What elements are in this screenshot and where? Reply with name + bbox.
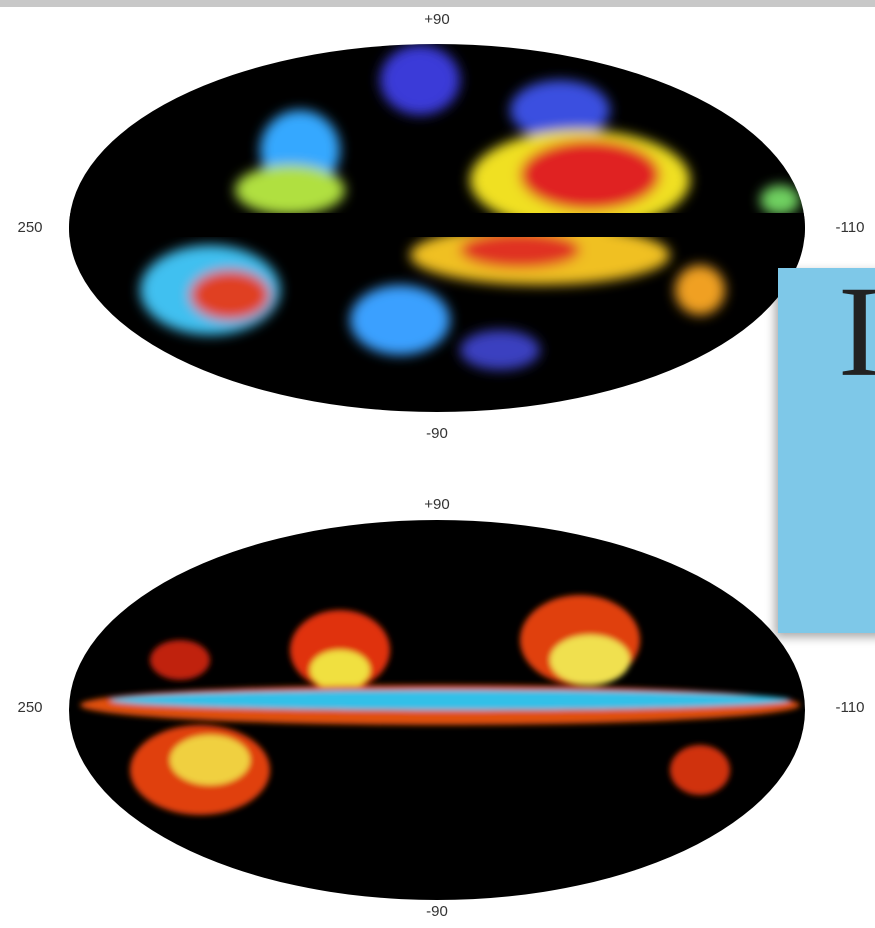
lat-label: +90 — [424, 496, 449, 513]
overlay-box: I — [778, 260, 875, 633]
lon-label: 250 — [17, 219, 42, 236]
lon-label: -110 — [836, 219, 865, 236]
sky-map: +90 250 -110 -90 — [17, 11, 864, 442]
lon-label: 250 — [17, 699, 42, 716]
top-bar — [0, 0, 875, 7]
lat-label: -90 — [426, 903, 448, 920]
slide: +90 250 -110 -90 +90 250 -110 -90 I — [0, 0, 875, 923]
lon-label: -110 — [836, 699, 865, 716]
sky-map: +90 250 -110 -90 — [17, 496, 864, 920]
lat-label: -90 — [426, 425, 448, 442]
lat-label: +90 — [424, 11, 449, 28]
overlay-text: I — [838, 260, 875, 404]
